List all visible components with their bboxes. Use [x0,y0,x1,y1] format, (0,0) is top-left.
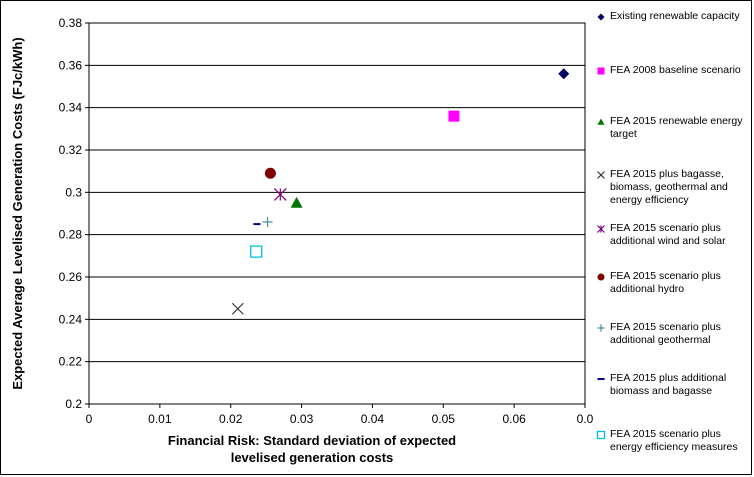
legend-item: FEA 2015 scenario plus additional hydro [590,270,750,296]
legend-item: Existing renewable capacity [590,10,750,23]
legend-label: FEA 2008 baseline scenario [610,64,741,77]
legend-label-line: biomass and bagasse [610,385,713,397]
legend-item: FEA 2015 plus bagasse, biomass, geotherma… [590,168,750,207]
x-tick-label: 0.05 [432,412,456,426]
legend-label: FEA 2015 scenario plus energy efficiency … [610,428,738,454]
data-points [231,68,570,315]
legend-marker-icon [597,67,605,75]
legend-marker-icon [597,324,605,332]
legend-label-line: FEA 2015 renewable energy [610,115,743,127]
legend-item: FEA 2015 scenario plus additional geother… [590,321,750,347]
legend-label-line: target [610,128,637,140]
x-tick-label: 0.0 [577,412,594,426]
x-axis-title-line-1: Financial Risk: Standard deviation of ex… [168,433,456,448]
y-tick-label: 0.38 [59,16,83,30]
data-point-9 [250,245,263,258]
legend-label-line: energy efficiency [610,194,689,206]
legend-item: FEA 2015 renewable energy target [590,115,750,141]
legend-item: FEA 2008 baseline scenario [590,64,750,77]
legend-label-line: Existing renewable capacity [610,10,740,22]
legend-label-line: additional hydro [610,283,685,295]
legend-label: FEA 2015 plus additional biomass and baga… [610,372,726,398]
legend-label-line: additional geothermal [610,334,711,346]
legend: Existing renewable capacity FEA 2008 base… [590,4,752,472]
data-point-5 [273,188,287,201]
data-point-7 [262,216,273,227]
legend-label-line: additional wind and solar [610,235,726,247]
legend-label: Existing renewable capacity [610,10,740,23]
x-axis-title-line-2: levelised generation costs [231,450,394,465]
legend-marker-icon [596,430,606,440]
x-tick-label: 0.01 [148,412,172,426]
legend-marker-icon [597,225,605,233]
gridlines [85,22,586,408]
y-tick-label: 0.28 [59,228,83,242]
y-tick-label: 0.32 [59,143,83,157]
x-tick-label: 0 [86,412,93,426]
legend-label-line: FEA 2008 baseline scenario [610,64,741,76]
legend-label-line: FEA 2015 scenario plus [610,428,721,440]
y-tick-labels: 0.2 0.22 0.24 0.26 0.28 0.3 0.32 0.34 0.36 0.38 [59,16,83,411]
legend-item: FEA 2015 scenario plus energy efficiency … [590,428,750,454]
legend-marker-icon [597,118,605,125]
legend-label-line: FEA 2015 plus additional [610,372,727,384]
y-axis-title: Expected Average Levelised Generation Co… [10,37,25,389]
legend-label: FEA 2015 scenario plus additional geother… [610,321,721,347]
x-tick-label: 0.06 [502,412,526,426]
legend-item: FEA 2015 scenario plus additional wind an… [590,222,750,248]
data-point-6 [264,167,276,179]
data-point-1 [558,68,570,80]
plot-area [88,22,586,405]
legend-label-line: FEA 2015 scenario plus [610,222,721,234]
legend-label-line: FEA 2015 scenario plus [610,321,721,333]
legend-label: FEA 2015 plus bagasse, biomass, geotherma… [610,168,728,207]
y-tick-label: 0.34 [59,101,83,115]
legend-label-line: energy efficiency measures [610,441,738,453]
legend-marker-icon [597,13,605,21]
legend-label: FEA 2015 scenario plus additional wind an… [610,222,726,248]
y-tick-label: 0.36 [59,58,83,72]
data-point-4 [231,302,244,315]
data-point-2 [448,110,460,122]
legend-label-line: FEA 2015 scenario plus [610,270,721,282]
x-tick-label: 0.02 [219,412,243,426]
x-tick-label: 0.03 [290,412,314,426]
y-tick-label: 0.3 [65,185,82,199]
y-tick-label: 0.26 [59,270,83,284]
x-tick-labels: 0 0.01 0.02 0.03 0.04 0.05 0.06 0.0 [86,412,594,426]
legend-label-line: biomass, geothermal and [610,181,728,193]
legend-label-line: FEA 2015 plus bagasse, [610,168,724,180]
legend-marker-icon [597,378,605,380]
y-tick-label: 0.24 [59,312,83,326]
legend-label: FEA 2015 scenario plus additional hydro [610,270,721,296]
legend-marker-icon [597,273,605,281]
legend-marker-icon [597,171,605,179]
y-tick-label: 0.22 [59,355,83,369]
y-tick-label: 0.2 [65,397,82,411]
legend-item: FEA 2015 plus additional biomass and baga… [590,372,750,398]
x-tick-label: 0.04 [361,412,385,426]
legend-label: FEA 2015 renewable energy target [610,115,743,141]
data-point-3 [290,196,303,208]
